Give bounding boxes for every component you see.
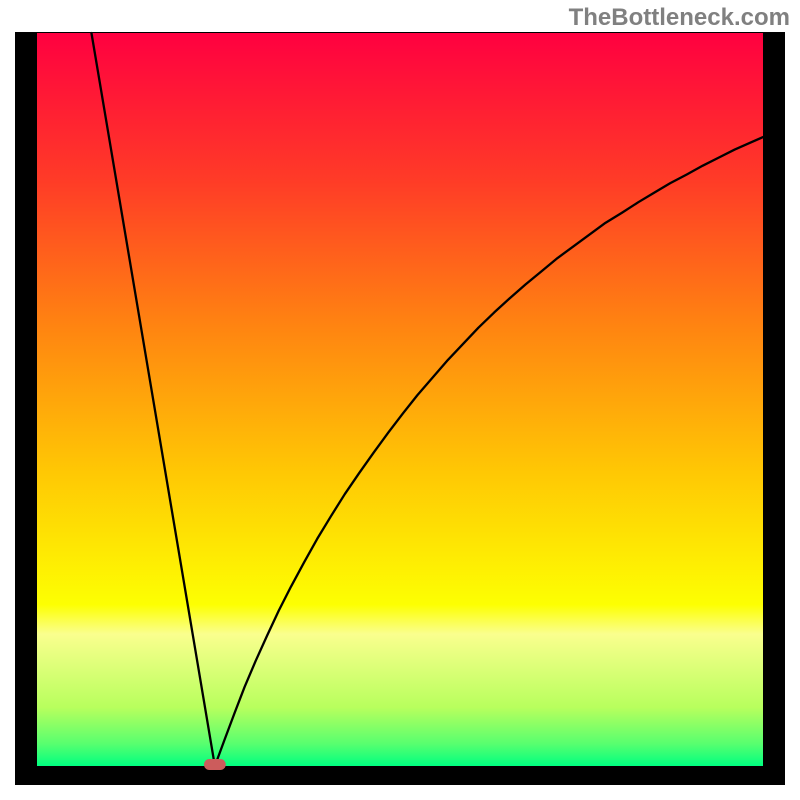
bottleneck-curve (91, 33, 763, 766)
minimum-marker (204, 759, 226, 770)
bottleneck-chart-figure: TheBottleneck.com (0, 0, 800, 800)
chart-overlay (0, 0, 800, 800)
